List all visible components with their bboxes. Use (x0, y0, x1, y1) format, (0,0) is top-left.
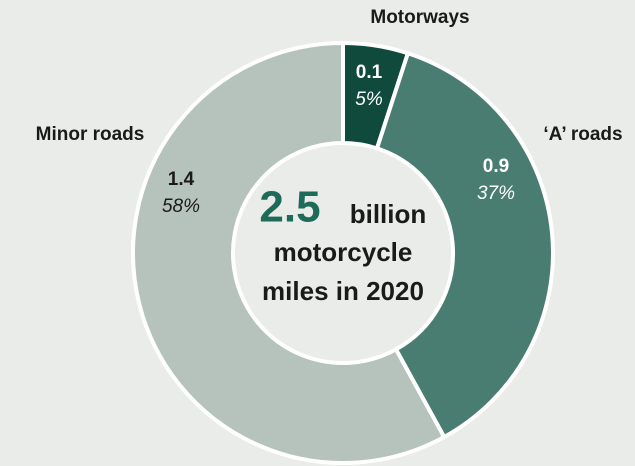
category-label: Motorways (370, 7, 469, 28)
donut-wedge (374, 50, 555, 440)
center-text: miles in 2020 (262, 276, 424, 306)
share-label: 5% (355, 89, 383, 110)
center-text: billion (350, 199, 427, 229)
value-label: 0.9 (483, 156, 509, 177)
value-label: 1.4 (168, 169, 195, 190)
category-label: ‘A’ roads (543, 124, 622, 145)
value-label: 0.1 (356, 62, 383, 83)
center-text: motorcycle (274, 237, 413, 267)
category-label: Minor roads (36, 124, 145, 145)
share-label: 58% (162, 196, 200, 217)
donut-wedge (131, 40, 447, 465)
share-label: 37% (477, 183, 515, 204)
total-value: 2.5 (259, 183, 320, 232)
